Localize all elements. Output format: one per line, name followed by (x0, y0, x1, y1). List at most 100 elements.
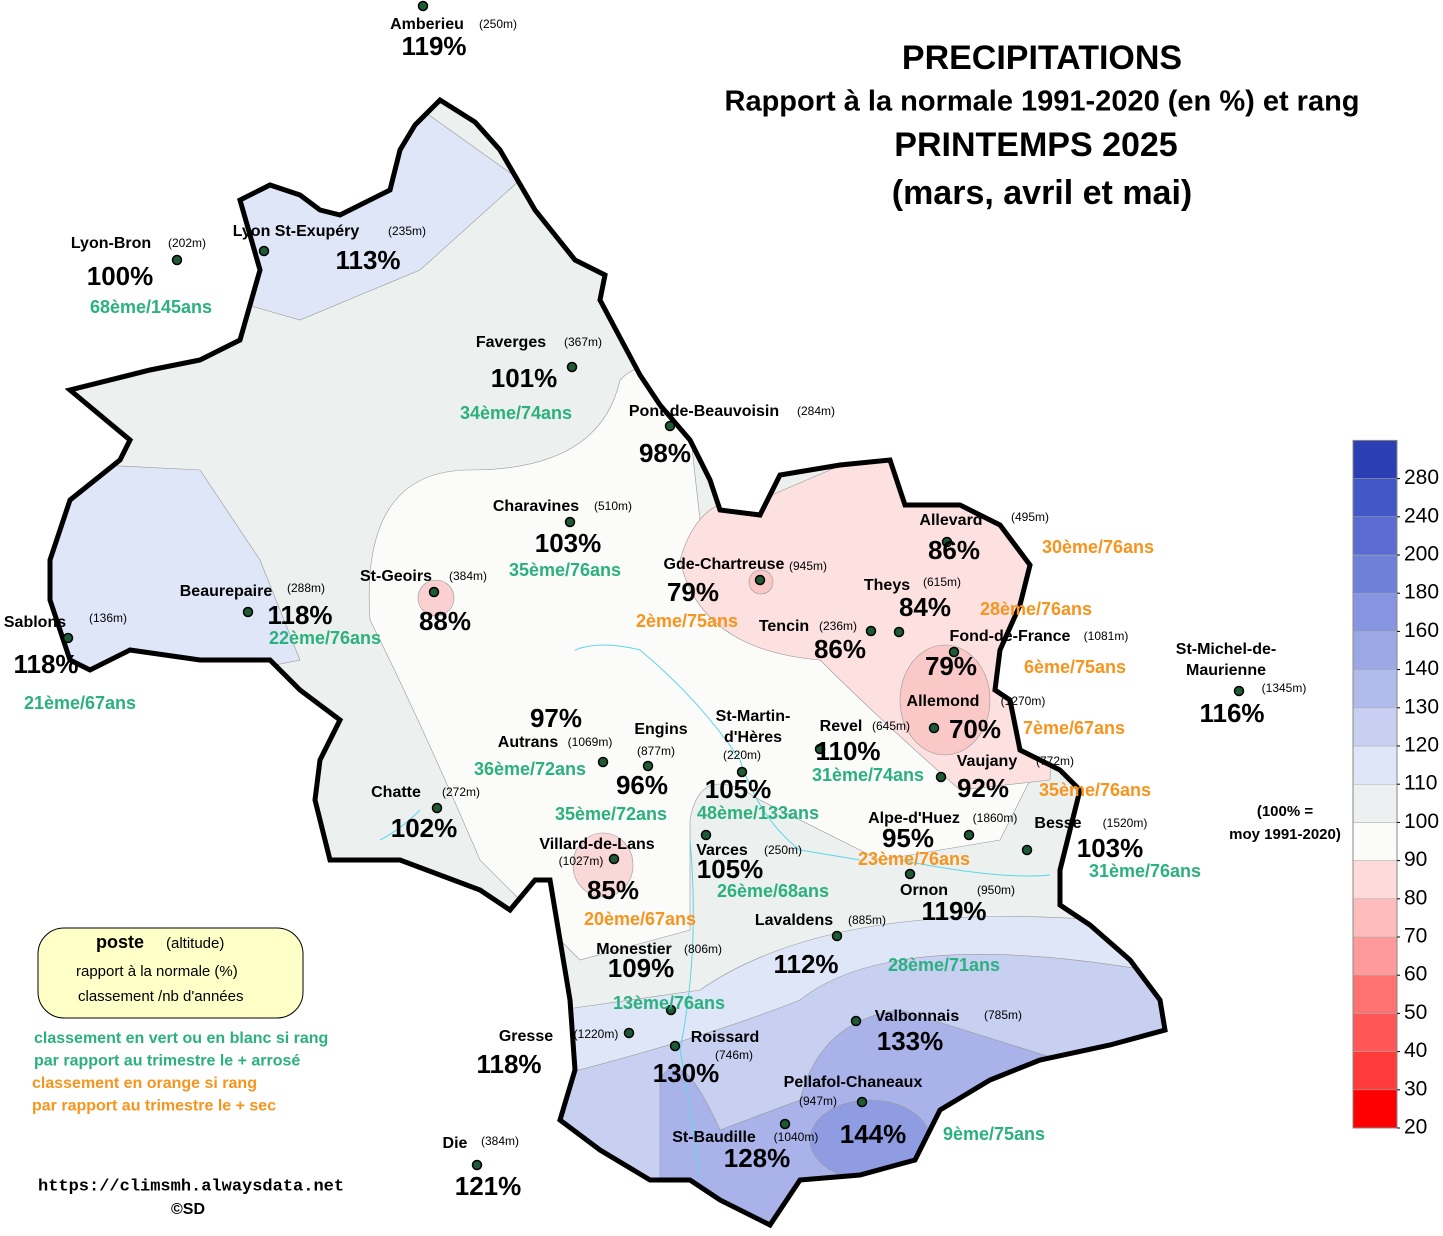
station-dot (242, 606, 254, 618)
station-rank: 9ème/75ans (943, 1124, 1045, 1144)
station-altitude: (510m) (594, 499, 632, 513)
station-ratio: 97% (530, 703, 582, 733)
station-rank: 31ème/76ans (1089, 861, 1201, 881)
colorbar-bin (1352, 783, 1398, 823)
station-ratio: 118% (267, 600, 332, 630)
colorbar-bin (1352, 898, 1398, 938)
station-name: Faverges (476, 334, 546, 351)
station-altitude: (220m) (723, 748, 761, 762)
colorbar-bin (1352, 745, 1398, 785)
station-rank: 20ème/67ans (584, 909, 696, 929)
station-ratio: 92% (957, 773, 1009, 803)
station-rank: 23ème/76ans (858, 849, 970, 869)
station-name: Charavines (493, 498, 579, 515)
station-rank: 6ème/75ans (1024, 657, 1126, 677)
station-ratio: 112% (773, 949, 838, 979)
station-dot (669, 1040, 681, 1052)
station-name: Villard-de-Lans (539, 836, 654, 853)
colorbar-bin (1352, 822, 1398, 861)
station-name: Die (443, 1135, 468, 1152)
station-ratio: 86% (928, 535, 980, 565)
season: PRINTEMPS 2025 (894, 126, 1177, 164)
station-ratio: 96% (616, 770, 668, 800)
colorbar-label: 50 (1404, 1001, 1427, 1024)
station-ratio: 98% (639, 438, 691, 468)
legend-rank: classement /nb d'années (78, 988, 243, 1005)
station-dot (608, 853, 620, 865)
colorbar-label: 100 (1404, 810, 1439, 833)
station-altitude: (1860m) (973, 811, 1018, 825)
station-altitude: (950m) (977, 883, 1015, 897)
normal-note: (100% = (1257, 803, 1314, 820)
colorbar-bin (1352, 516, 1398, 556)
station-rank: 28ème/76ans (980, 599, 1092, 619)
station-dot (850, 1015, 862, 1027)
station-dot (893, 626, 905, 638)
station-ratio: 105% (697, 854, 764, 884)
colorbar-label: 240 (1404, 504, 1439, 527)
station-altitude: (1081m) (1084, 629, 1129, 643)
station-name: d'Hères (724, 729, 782, 746)
subtitle: Rapport à la normale 1991-2020 (en %) et… (725, 86, 1360, 118)
footer-copyright: ©SD (171, 1201, 205, 1218)
station-rank: 34ème/74ans (460, 403, 572, 423)
station-name: Engins (634, 721, 687, 738)
station-rank: 35ème/72ans (555, 804, 667, 824)
colorbar-bin (1352, 440, 1398, 479)
station-rank: 22ème/76ans (269, 628, 381, 648)
station-altitude: (288m) (287, 581, 325, 595)
colorbar-bin (1352, 1051, 1398, 1091)
station-name: Ornon (900, 882, 948, 899)
colorbar-label: 140 (1404, 657, 1439, 680)
station-name: Pellafol-Chaneaux (784, 1074, 923, 1091)
station-ratio: 95% (882, 823, 934, 853)
station-name: St-Geoirs (360, 568, 432, 585)
station-ratio: 121% (455, 1171, 522, 1201)
station-name: Vaujany (957, 753, 1018, 770)
station-ratio: 109% (608, 953, 675, 983)
colorbar-label: 30 (1404, 1077, 1427, 1100)
station-altitude: (250m) (479, 17, 517, 31)
station-ratio: 119% (921, 896, 986, 926)
rivers (379, 644, 1051, 1181)
station-name: Allevard (919, 512, 982, 529)
station-ratio: 70% (949, 714, 1001, 744)
station-altitude: (284m) (797, 404, 835, 418)
station-name: Lyon-Bron (71, 235, 151, 252)
station-name: Roissard (691, 1029, 759, 1046)
station-altitude: (1027m) (559, 854, 604, 868)
footer-url: https://climsmh.alwaysdata.net (38, 1177, 344, 1196)
station-ratio: 86% (814, 634, 866, 664)
station-altitude: (367m) (564, 335, 602, 349)
station-ratio: 85% (587, 875, 639, 905)
station-ratio: 103% (535, 528, 602, 558)
colorbar-label: 110 (1404, 772, 1437, 795)
station-name: Sablons (4, 614, 66, 631)
station-ratio: 128% (724, 1143, 791, 1173)
station-name: St-Michel-de- (1176, 641, 1276, 658)
station-dot (597, 756, 609, 768)
colorbar-label: 160 (1404, 619, 1439, 642)
station-altitude: (235m) (388, 224, 426, 238)
station-ratio: 101% (491, 363, 558, 393)
station-altitude: (885m) (848, 913, 886, 927)
colorbar-bin (1352, 860, 1398, 900)
station-dot (948, 646, 960, 658)
station-rank: 13ème/76ans (613, 993, 725, 1013)
station-dot (642, 760, 654, 772)
station-rank: 31ème/74ans (812, 765, 924, 785)
station-ratio: 130% (653, 1058, 720, 1088)
station-dot (428, 586, 440, 598)
station-dot (831, 930, 843, 942)
station-ratio: 110% (815, 736, 880, 766)
station-dot (779, 1118, 791, 1130)
colorbar-label: 120 (1404, 734, 1439, 757)
station-name: Fond-de-France (950, 628, 1071, 645)
station-ratio: 100% (87, 261, 154, 291)
station-ratio: 84% (899, 592, 951, 622)
colorbar-label: 40 (1404, 1039, 1427, 1062)
station-dot (904, 868, 916, 880)
station-dot (664, 420, 676, 432)
station-ratio: 144% (840, 1119, 907, 1149)
station-name: Theys (864, 577, 910, 594)
